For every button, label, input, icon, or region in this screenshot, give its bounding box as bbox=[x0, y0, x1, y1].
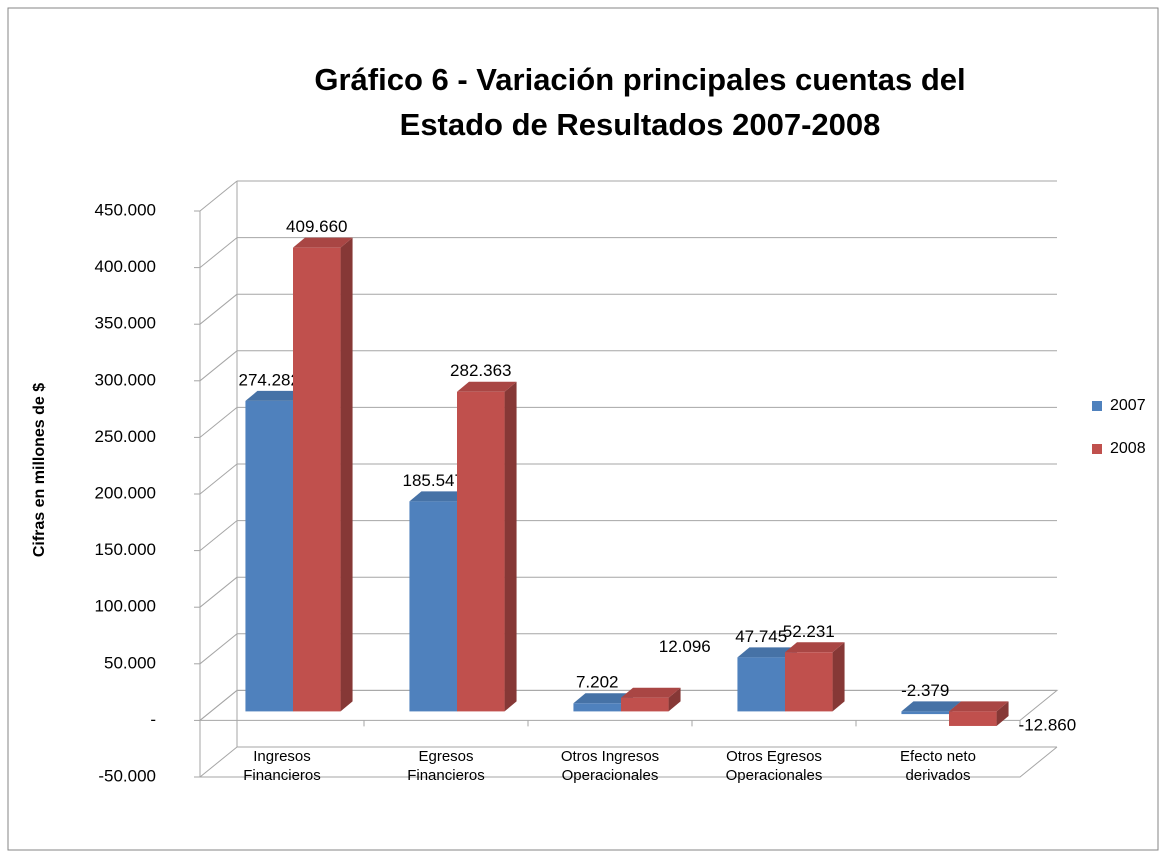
bar bbox=[293, 237, 353, 712]
bar-side bbox=[832, 642, 845, 712]
chart-title: Estado de Resultados 2007-2008 bbox=[400, 107, 881, 142]
bar-front bbox=[901, 711, 949, 715]
side-grid-line bbox=[199, 576, 238, 608]
bar-front bbox=[409, 501, 457, 712]
side-grid-line bbox=[199, 180, 238, 212]
data-label: 409.660 bbox=[286, 217, 347, 236]
bar-front bbox=[737, 657, 785, 712]
bar-side bbox=[668, 687, 681, 712]
bar-top bbox=[245, 390, 305, 401]
side-grid-line bbox=[199, 520, 238, 551]
bar-front bbox=[573, 703, 621, 712]
x-tick-label: Operacionales bbox=[726, 767, 823, 784]
data-label: 282.363 bbox=[450, 361, 511, 380]
floor bbox=[200, 746, 1058, 778]
x-tick-label: Egresos bbox=[418, 748, 473, 765]
side-grid-line bbox=[199, 746, 238, 778]
bar-front bbox=[293, 247, 341, 712]
legend-label: 2007 bbox=[1110, 397, 1146, 414]
y-tick-label: 450.000 bbox=[95, 200, 156, 219]
y-tick-label: -50.000 bbox=[98, 766, 156, 785]
side-grid-line bbox=[199, 407, 238, 438]
y-tick-label: 100.000 bbox=[95, 597, 156, 616]
y-axis-title: Cifras en millones de $ bbox=[31, 383, 48, 557]
y-tick-label: 50.000 bbox=[104, 653, 156, 672]
side-grid-line bbox=[199, 237, 238, 268]
y-tick-label: 350.000 bbox=[95, 314, 156, 333]
side-grid-line bbox=[199, 293, 238, 325]
bar-front bbox=[785, 652, 833, 712]
y-tick-label: 400.000 bbox=[95, 257, 156, 276]
bar-top bbox=[621, 687, 681, 698]
side-grid-line bbox=[199, 463, 238, 495]
data-label: 52.231 bbox=[783, 622, 835, 641]
bar-side bbox=[340, 237, 353, 712]
data-label: 185.547 bbox=[402, 471, 463, 490]
zero-plane bbox=[198, 689, 1059, 721]
side-grid-line bbox=[199, 633, 238, 665]
x-tick-label: Financieros bbox=[243, 767, 321, 784]
bar-front bbox=[621, 697, 669, 712]
bar-front bbox=[949, 711, 997, 726]
bar bbox=[621, 687, 681, 712]
chart-title: Gráfico 6 - Variación principales cuenta… bbox=[314, 62, 965, 97]
bar-top bbox=[949, 701, 1009, 712]
x-tick-label: Ingresos bbox=[253, 748, 311, 765]
bar-top bbox=[457, 381, 517, 392]
data-label: 47.745 bbox=[735, 627, 787, 646]
legend-swatch bbox=[1092, 401, 1102, 411]
x-tick-label: derivados bbox=[905, 767, 970, 784]
x-tick-label: Operacionales bbox=[562, 767, 659, 784]
bar-top bbox=[409, 491, 469, 502]
x-tick-label: Otros Egresos bbox=[726, 748, 822, 765]
x-tick-label: Financieros bbox=[407, 767, 485, 784]
data-label: -2.379 bbox=[901, 681, 949, 700]
bar-top bbox=[785, 642, 845, 653]
bar bbox=[457, 381, 517, 712]
y-tick-label: - bbox=[150, 710, 156, 729]
bar-front bbox=[245, 400, 293, 712]
y-tick-label: 300.000 bbox=[95, 370, 156, 389]
bar-top bbox=[901, 701, 961, 712]
legend-label: 2008 bbox=[1110, 440, 1146, 457]
legend-swatch bbox=[1092, 444, 1102, 454]
bar-top bbox=[737, 647, 797, 658]
data-label: -12.860 bbox=[1019, 715, 1077, 734]
y-tick-label: 150.000 bbox=[95, 540, 156, 559]
data-label: 12.096 bbox=[659, 637, 711, 656]
data-label: 7.202 bbox=[576, 673, 619, 692]
bar-front bbox=[457, 391, 505, 712]
side-grid-line bbox=[199, 350, 238, 382]
bar bbox=[949, 701, 1009, 726]
y-tick-label: 200.000 bbox=[95, 483, 156, 502]
x-tick-label: Otros Ingresos bbox=[561, 748, 659, 765]
x-tick-label: Efecto neto bbox=[900, 748, 976, 765]
data-label: 274.282 bbox=[238, 370, 299, 389]
bar-side bbox=[504, 381, 517, 712]
bar-top bbox=[293, 237, 353, 248]
y-tick-label: 250.000 bbox=[95, 427, 156, 446]
bar-side bbox=[996, 701, 1009, 726]
bar-top bbox=[573, 693, 633, 704]
bar bbox=[785, 642, 845, 712]
